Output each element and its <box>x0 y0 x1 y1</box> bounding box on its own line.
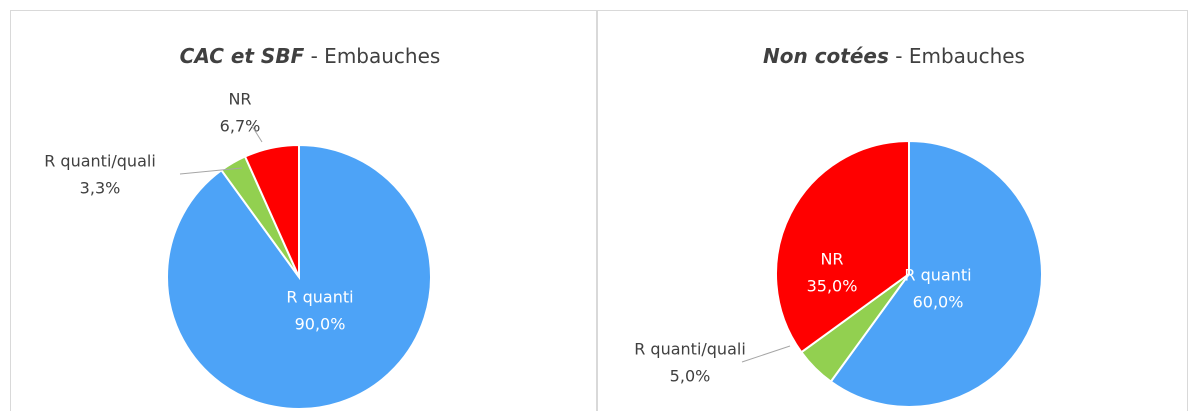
leader-line <box>179 167 243 175</box>
leader-line <box>741 345 791 363</box>
chart-title: CAC et SBF - Embauches <box>180 44 441 68</box>
slice-value-label: 60,0% <box>913 293 964 312</box>
title-emphasis: CAC et SBF <box>180 44 305 68</box>
slice-value-label: 6,7% <box>220 117 261 136</box>
slice-category-label: R quanti/quali <box>634 340 746 359</box>
slice-value-label: 35,0% <box>807 277 858 296</box>
slice-value-label: 90,0% <box>295 315 346 334</box>
chart-title: Non cotées - Embauches <box>763 44 1025 68</box>
title-rest: - Embauches <box>895 44 1025 68</box>
slice-category-label: R quanti <box>904 266 971 285</box>
pie-slice <box>243 143 300 278</box>
panel-border <box>597 10 1188 411</box>
slice-value-label: 3,3% <box>80 179 121 198</box>
slice-category-label: NR <box>820 250 843 269</box>
slice-category-label: NR <box>228 90 251 109</box>
slice-category-label: R quanti/quali <box>44 152 156 171</box>
panel-border <box>10 10 597 411</box>
title-rest: - Embauches <box>311 44 441 68</box>
slice-value-label: 5,0% <box>670 367 711 386</box>
pie-slice <box>829 139 1043 408</box>
leader-line <box>251 125 263 143</box>
pie-slice <box>775 139 910 354</box>
title-emphasis: Non cotées <box>763 44 889 68</box>
slice-category-label: R quanti <box>286 288 353 307</box>
